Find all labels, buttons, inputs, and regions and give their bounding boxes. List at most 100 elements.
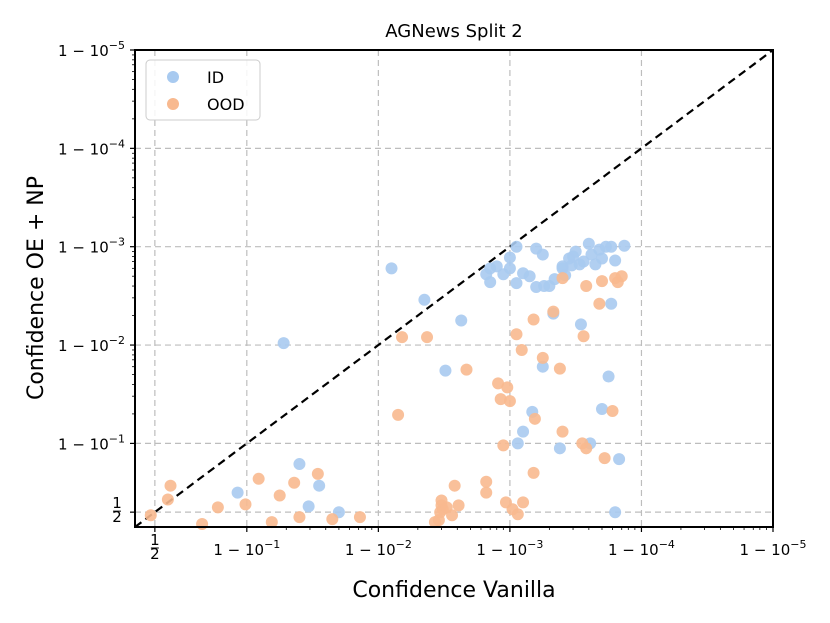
point-id — [293, 458, 306, 471]
x-tick-label: 12 — [150, 531, 160, 563]
point-ood — [501, 381, 514, 394]
series-ood — [144, 270, 628, 531]
point-id — [523, 270, 536, 283]
point-ood — [196, 518, 209, 531]
point-id — [602, 370, 615, 383]
legend: ID OOD — [145, 59, 261, 121]
tick-label-text: 1 − 10−1 — [58, 432, 125, 453]
point-ood — [515, 343, 528, 356]
tick-label-text: 1 − 10−5 — [740, 538, 807, 559]
tick-label-den: 2 — [112, 508, 122, 526]
point-ood — [606, 404, 619, 417]
x-axis-title: Confidence Vanilla — [352, 578, 555, 603]
point-ood — [577, 330, 590, 343]
point-ood — [211, 501, 224, 514]
point-id — [595, 252, 608, 265]
point-id — [605, 297, 618, 310]
point-ood — [492, 377, 505, 390]
y-tick-label: 12 — [112, 494, 122, 526]
point-id — [510, 277, 523, 290]
point-id — [497, 268, 510, 281]
point-ood — [480, 475, 493, 488]
point-ood — [553, 362, 566, 375]
legend-marker-ood — [167, 98, 179, 110]
data-points — [144, 237, 631, 531]
point-ood — [547, 305, 560, 318]
point-ood — [580, 280, 593, 293]
tick-label-num: 1 — [150, 531, 160, 549]
point-ood — [161, 493, 174, 506]
reference-line-group — [134, 49, 774, 528]
point-ood — [452, 499, 465, 512]
point-ood — [494, 393, 507, 406]
x-tick-label: 1 − 10−4 — [608, 538, 675, 559]
point-ood — [497, 439, 510, 452]
point-ood — [164, 479, 177, 492]
point-ood — [528, 412, 541, 425]
point-id — [484, 276, 497, 289]
legend-label-id: ID — [207, 68, 224, 87]
point-id — [553, 442, 566, 455]
point-ood — [392, 408, 405, 421]
point-id — [385, 262, 398, 275]
point-id — [605, 240, 618, 253]
point-ood — [421, 331, 434, 344]
tick-label-text: 1 − 10−5 — [58, 39, 125, 60]
point-ood — [527, 313, 540, 326]
point-id — [536, 360, 549, 373]
point-id — [609, 506, 622, 519]
series-id — [231, 237, 631, 519]
point-id — [302, 500, 315, 513]
reference-line — [134, 49, 774, 528]
y-tick-label: 1 − 10−4 — [58, 137, 125, 158]
point-ood — [510, 328, 523, 341]
point-id — [517, 425, 530, 438]
point-id — [577, 255, 590, 268]
point-ood — [239, 498, 252, 511]
point-ood — [536, 351, 549, 364]
point-ood — [396, 331, 409, 344]
point-id — [609, 254, 622, 267]
point-id — [510, 240, 523, 253]
point-ood — [556, 425, 569, 438]
point-id — [582, 237, 595, 250]
point-ood — [527, 466, 540, 479]
point-ood — [446, 509, 459, 522]
point-id — [556, 262, 569, 275]
point-id — [455, 314, 468, 327]
point-ood — [598, 452, 611, 465]
point-id — [439, 364, 452, 377]
point-ood — [615, 270, 628, 283]
legend-label-ood: OOD — [207, 95, 245, 114]
y-tick-label: 1 − 10−3 — [58, 236, 125, 257]
point-id — [277, 337, 290, 350]
point-ood — [556, 272, 569, 285]
point-ood — [288, 476, 301, 489]
point-ood — [265, 516, 278, 529]
tick-label-num: 1 — [112, 494, 122, 512]
x-tick-label: 1 − 10−2 — [345, 538, 412, 559]
x-tick-label: 1 − 10−3 — [476, 538, 543, 559]
point-ood — [293, 511, 306, 524]
point-ood — [326, 513, 339, 526]
y-axis-title: Confidence OE + NP — [24, 176, 49, 400]
x-tick-label: 1 − 10−1 — [213, 538, 280, 559]
point-ood — [311, 467, 324, 480]
tick-label-text: 1 − 10−4 — [608, 538, 675, 559]
point-id — [313, 479, 326, 492]
y-tick-label: 1 − 10−1 — [58, 432, 125, 453]
point-id — [490, 260, 503, 273]
y-tick-label: 1 − 10−2 — [58, 334, 125, 355]
legend-marker-id — [167, 71, 179, 83]
point-id — [595, 402, 608, 415]
point-ood — [593, 297, 606, 310]
point-id — [418, 293, 431, 306]
point-id — [574, 318, 587, 331]
point-ood — [252, 472, 265, 485]
point-id — [511, 437, 524, 450]
point-ood — [595, 275, 608, 288]
tick-label-text: 1 − 10−4 — [58, 137, 125, 158]
tick-label-text: 1 − 10−1 — [213, 538, 280, 559]
point-ood — [144, 509, 157, 522]
